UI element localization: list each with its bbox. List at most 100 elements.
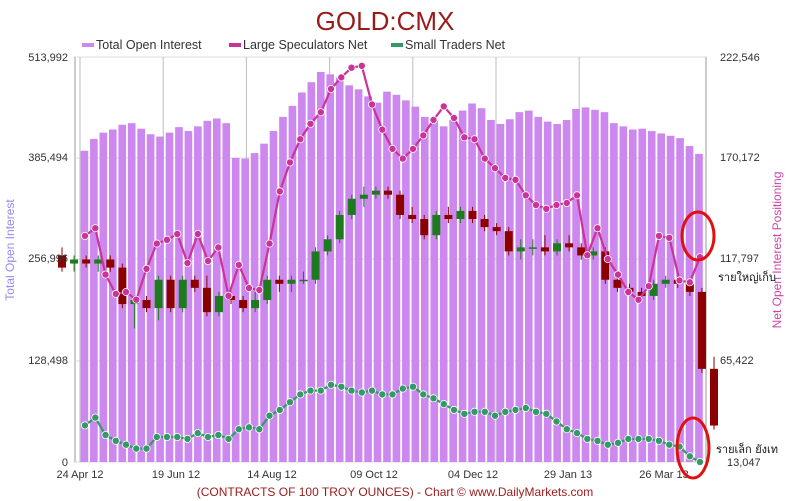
small-traders-point xyxy=(655,436,664,445)
small-traders-point xyxy=(501,407,510,416)
candle-body xyxy=(504,231,513,252)
candle-body xyxy=(444,214,453,219)
small-traders-point xyxy=(326,380,335,389)
candle-body xyxy=(661,279,670,284)
small-traders-point xyxy=(122,440,131,449)
small-traders-point xyxy=(81,421,90,430)
open-interest-bar xyxy=(553,123,561,462)
candle-body xyxy=(166,279,175,309)
chart-title: GOLD:CMX xyxy=(316,6,455,36)
candle-body xyxy=(287,279,296,284)
candle-body xyxy=(94,259,103,264)
large-speculators-point xyxy=(511,175,520,184)
candle-body xyxy=(710,368,718,426)
open-interest-bar xyxy=(477,108,486,463)
right-tick-label: 65,422 xyxy=(720,355,754,367)
open-interest-bar xyxy=(487,120,495,462)
legend-swatch-total-open-interest xyxy=(82,43,94,47)
legend-swatch-small-traders-net xyxy=(391,43,403,47)
small-traders-point xyxy=(244,423,253,432)
small-traders-point xyxy=(214,430,223,439)
small-traders-point xyxy=(306,386,315,395)
candle-body xyxy=(577,247,586,256)
small-traders-line xyxy=(81,380,705,466)
price-candles xyxy=(58,186,718,430)
small-traders-point xyxy=(439,400,448,409)
large-speculators-point xyxy=(603,255,612,264)
open-interest-bar xyxy=(411,106,420,462)
open-interest-bar xyxy=(449,120,457,462)
large-speculators-point xyxy=(265,239,274,248)
small-traders-point xyxy=(408,382,417,391)
open-interest-bar xyxy=(676,138,684,462)
candle-body xyxy=(371,190,380,195)
large-speculators-point xyxy=(532,200,541,209)
large-speculators-point xyxy=(255,285,264,294)
open-interest-bar xyxy=(402,100,410,462)
large-speculators-point xyxy=(122,287,131,296)
candle-body xyxy=(251,300,260,309)
x-tick-label: 09 Oct 12 xyxy=(350,469,398,481)
open-interest-bar xyxy=(657,133,665,463)
candle-body xyxy=(408,214,417,219)
small-traders-point xyxy=(429,394,438,403)
small-traders-point xyxy=(449,405,458,414)
left-tick-label: 256,996 xyxy=(28,253,68,265)
left-tick-label: 0 xyxy=(62,457,68,469)
small-traders-point xyxy=(398,384,407,393)
annotation-circle-small-traders xyxy=(675,416,711,480)
large-speculators-point xyxy=(91,224,100,233)
candle-body xyxy=(528,247,537,249)
right-tick-label: 222,546 xyxy=(720,52,760,64)
candle-body xyxy=(118,267,127,305)
small-traders-point xyxy=(224,434,233,443)
candle-body xyxy=(649,283,658,296)
open-interest-bar xyxy=(316,71,325,463)
large-speculators-point xyxy=(573,191,582,200)
small-traders-point xyxy=(296,390,305,399)
large-speculators-point xyxy=(449,114,458,123)
open-interest-bar xyxy=(279,116,287,462)
large-speculators-point xyxy=(193,229,202,238)
large-speculators-point xyxy=(357,61,366,70)
candle-body xyxy=(82,259,91,264)
open-interest-bar xyxy=(137,128,145,462)
open-interest-bar xyxy=(581,107,590,463)
chart-legend: Total Open Interest Large Speculators Ne… xyxy=(82,38,506,52)
candle-body xyxy=(70,259,79,264)
open-interest-bar xyxy=(288,105,297,462)
open-interest-bar xyxy=(647,131,656,462)
large-speculators-point xyxy=(101,270,110,279)
open-interest-bar xyxy=(468,103,476,462)
open-interest-bar xyxy=(298,92,306,462)
large-speculators-point xyxy=(347,63,356,72)
large-speculators-point xyxy=(419,131,428,140)
large-speculators-point xyxy=(685,278,694,287)
large-speculators-line xyxy=(81,61,705,304)
small-traders-point xyxy=(173,432,182,441)
open-interest-bar xyxy=(666,135,675,463)
large-speculators-point xyxy=(142,264,151,273)
open-interest-bar xyxy=(307,82,316,463)
large-speculators-point xyxy=(285,158,294,167)
open-interest-bar xyxy=(496,123,505,462)
open-interest-bar xyxy=(610,123,618,463)
open-interest-bar xyxy=(212,118,221,462)
open-interest-bar xyxy=(506,119,514,463)
small-traders-point xyxy=(603,440,612,449)
small-traders-point xyxy=(624,434,633,443)
small-traders-point xyxy=(142,444,151,453)
open-interest-bar xyxy=(591,109,599,462)
open-interest-bar xyxy=(685,146,694,462)
small-traders-point xyxy=(573,429,582,438)
small-traders-point xyxy=(583,434,592,443)
large-speculators-point xyxy=(634,295,643,304)
open-interest-bar xyxy=(99,132,108,462)
left-tick-label: 128,498 xyxy=(28,355,68,367)
open-interest-bar xyxy=(543,121,552,463)
candle-body xyxy=(154,279,163,309)
candle-body xyxy=(58,255,66,268)
open-interest-bar xyxy=(562,120,571,462)
large-speculators-point xyxy=(562,198,571,207)
candle-body xyxy=(432,214,441,236)
